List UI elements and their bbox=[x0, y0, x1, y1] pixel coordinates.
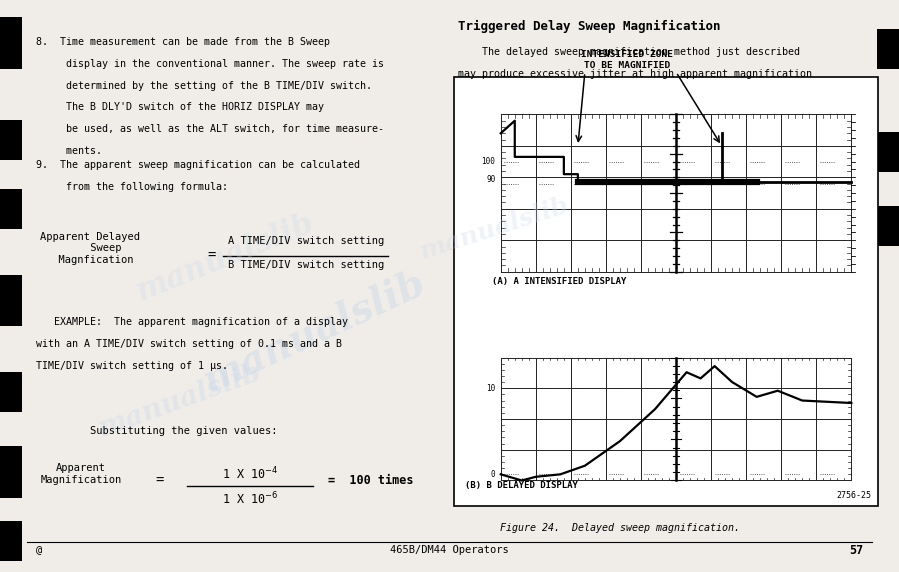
Text: manualslib: manualslib bbox=[94, 358, 265, 443]
Text: (B) B DELAYED DISPLAY: (B) B DELAYED DISPLAY bbox=[465, 481, 578, 490]
Text: B TIME/DIV switch setting: B TIME/DIV switch setting bbox=[227, 260, 384, 270]
Bar bbox=[0, 446, 22, 498]
Text: be used, as well as the ALT switch, for time measure-: be used, as well as the ALT switch, for … bbox=[36, 124, 384, 134]
Text: Substituting the given values:: Substituting the given values: bbox=[90, 426, 278, 436]
Text: 0: 0 bbox=[491, 470, 495, 479]
Text: display in the conventional manner. The sweep rate is: display in the conventional manner. The … bbox=[36, 59, 384, 69]
Text: The delayed sweep magnification method just described: The delayed sweep magnification method j… bbox=[458, 47, 800, 57]
Text: =  100 times: = 100 times bbox=[328, 474, 414, 487]
Text: Apparent Delayed
     Sweep
  Magnfication: Apparent Delayed Sweep Magnfication bbox=[40, 232, 140, 265]
Text: =: = bbox=[207, 249, 216, 263]
Text: 8.  Time measurement can be made from the B Sweep: 8. Time measurement can be made from the… bbox=[36, 37, 330, 47]
Text: with an A TIME/DIV switch setting of 0.1 ms and a B: with an A TIME/DIV switch setting of 0.1… bbox=[36, 339, 342, 349]
Text: @: @ bbox=[36, 545, 42, 555]
Text: manualslib: manualslib bbox=[131, 208, 318, 307]
Bar bbox=[0, 17, 22, 69]
Text: 1 X 10$^{-6}$: 1 X 10$^{-6}$ bbox=[222, 490, 278, 507]
Text: 100: 100 bbox=[482, 157, 495, 166]
Text: The B DLY'D switch of the HORIZ DISPLAY may: The B DLY'D switch of the HORIZ DISPLAY … bbox=[36, 102, 324, 112]
Text: A TIME/DIV switch setting: A TIME/DIV switch setting bbox=[227, 236, 384, 246]
Bar bbox=[0, 521, 22, 561]
Text: manualslib: manualslib bbox=[417, 193, 572, 264]
Text: EXAMPLE:  The apparent magnification of a display: EXAMPLE: The apparent magnification of a… bbox=[36, 317, 348, 327]
Bar bbox=[877, 132, 899, 172]
Bar bbox=[0, 189, 22, 229]
Text: TIME/DIV switch setting of 1 μs.: TIME/DIV switch setting of 1 μs. bbox=[36, 361, 228, 371]
Text: Apparent
Magnification: Apparent Magnification bbox=[40, 463, 121, 485]
Text: 10: 10 bbox=[486, 384, 495, 393]
Text: determined by the setting of the B TIME/DIV switch.: determined by the setting of the B TIME/… bbox=[36, 81, 372, 90]
Text: 1 X 10$^{-4}$: 1 X 10$^{-4}$ bbox=[222, 466, 278, 483]
Bar bbox=[877, 29, 899, 69]
Text: may produce excessive jitter at high apparent magnification: may produce excessive jitter at high app… bbox=[458, 69, 813, 78]
Text: =: = bbox=[156, 474, 165, 487]
Bar bbox=[454, 77, 878, 506]
Text: 90: 90 bbox=[486, 174, 495, 184]
Text: (A) A INTENSIFIED DISPLAY: (A) A INTENSIFIED DISPLAY bbox=[492, 277, 626, 287]
Text: ments.: ments. bbox=[36, 146, 102, 156]
Text: Triggered Delay Sweep Magnification: Triggered Delay Sweep Magnification bbox=[458, 20, 721, 33]
Text: 2756-25: 2756-25 bbox=[836, 491, 871, 500]
Text: 465B/DM44 Operators: 465B/DM44 Operators bbox=[390, 545, 509, 555]
Text: from the following formula:: from the following formula: bbox=[36, 182, 228, 192]
Text: 57: 57 bbox=[849, 544, 863, 557]
Text: 9.  The apparent sweep magnification can be calculated: 9. The apparent sweep magnification can … bbox=[36, 160, 360, 170]
Bar bbox=[0, 372, 22, 412]
Text: manualslib: manualslib bbox=[197, 264, 432, 400]
Bar bbox=[877, 206, 899, 246]
Text: INTENSIFIED ZONE
TO BE MAGNIFIED: INTENSIFIED ZONE TO BE MAGNIFIED bbox=[581, 50, 673, 70]
Bar bbox=[0, 120, 22, 160]
Text: Figure 24.  Delayed sweep magnification.: Figure 24. Delayed sweep magnification. bbox=[501, 523, 740, 533]
Bar bbox=[0, 275, 22, 326]
